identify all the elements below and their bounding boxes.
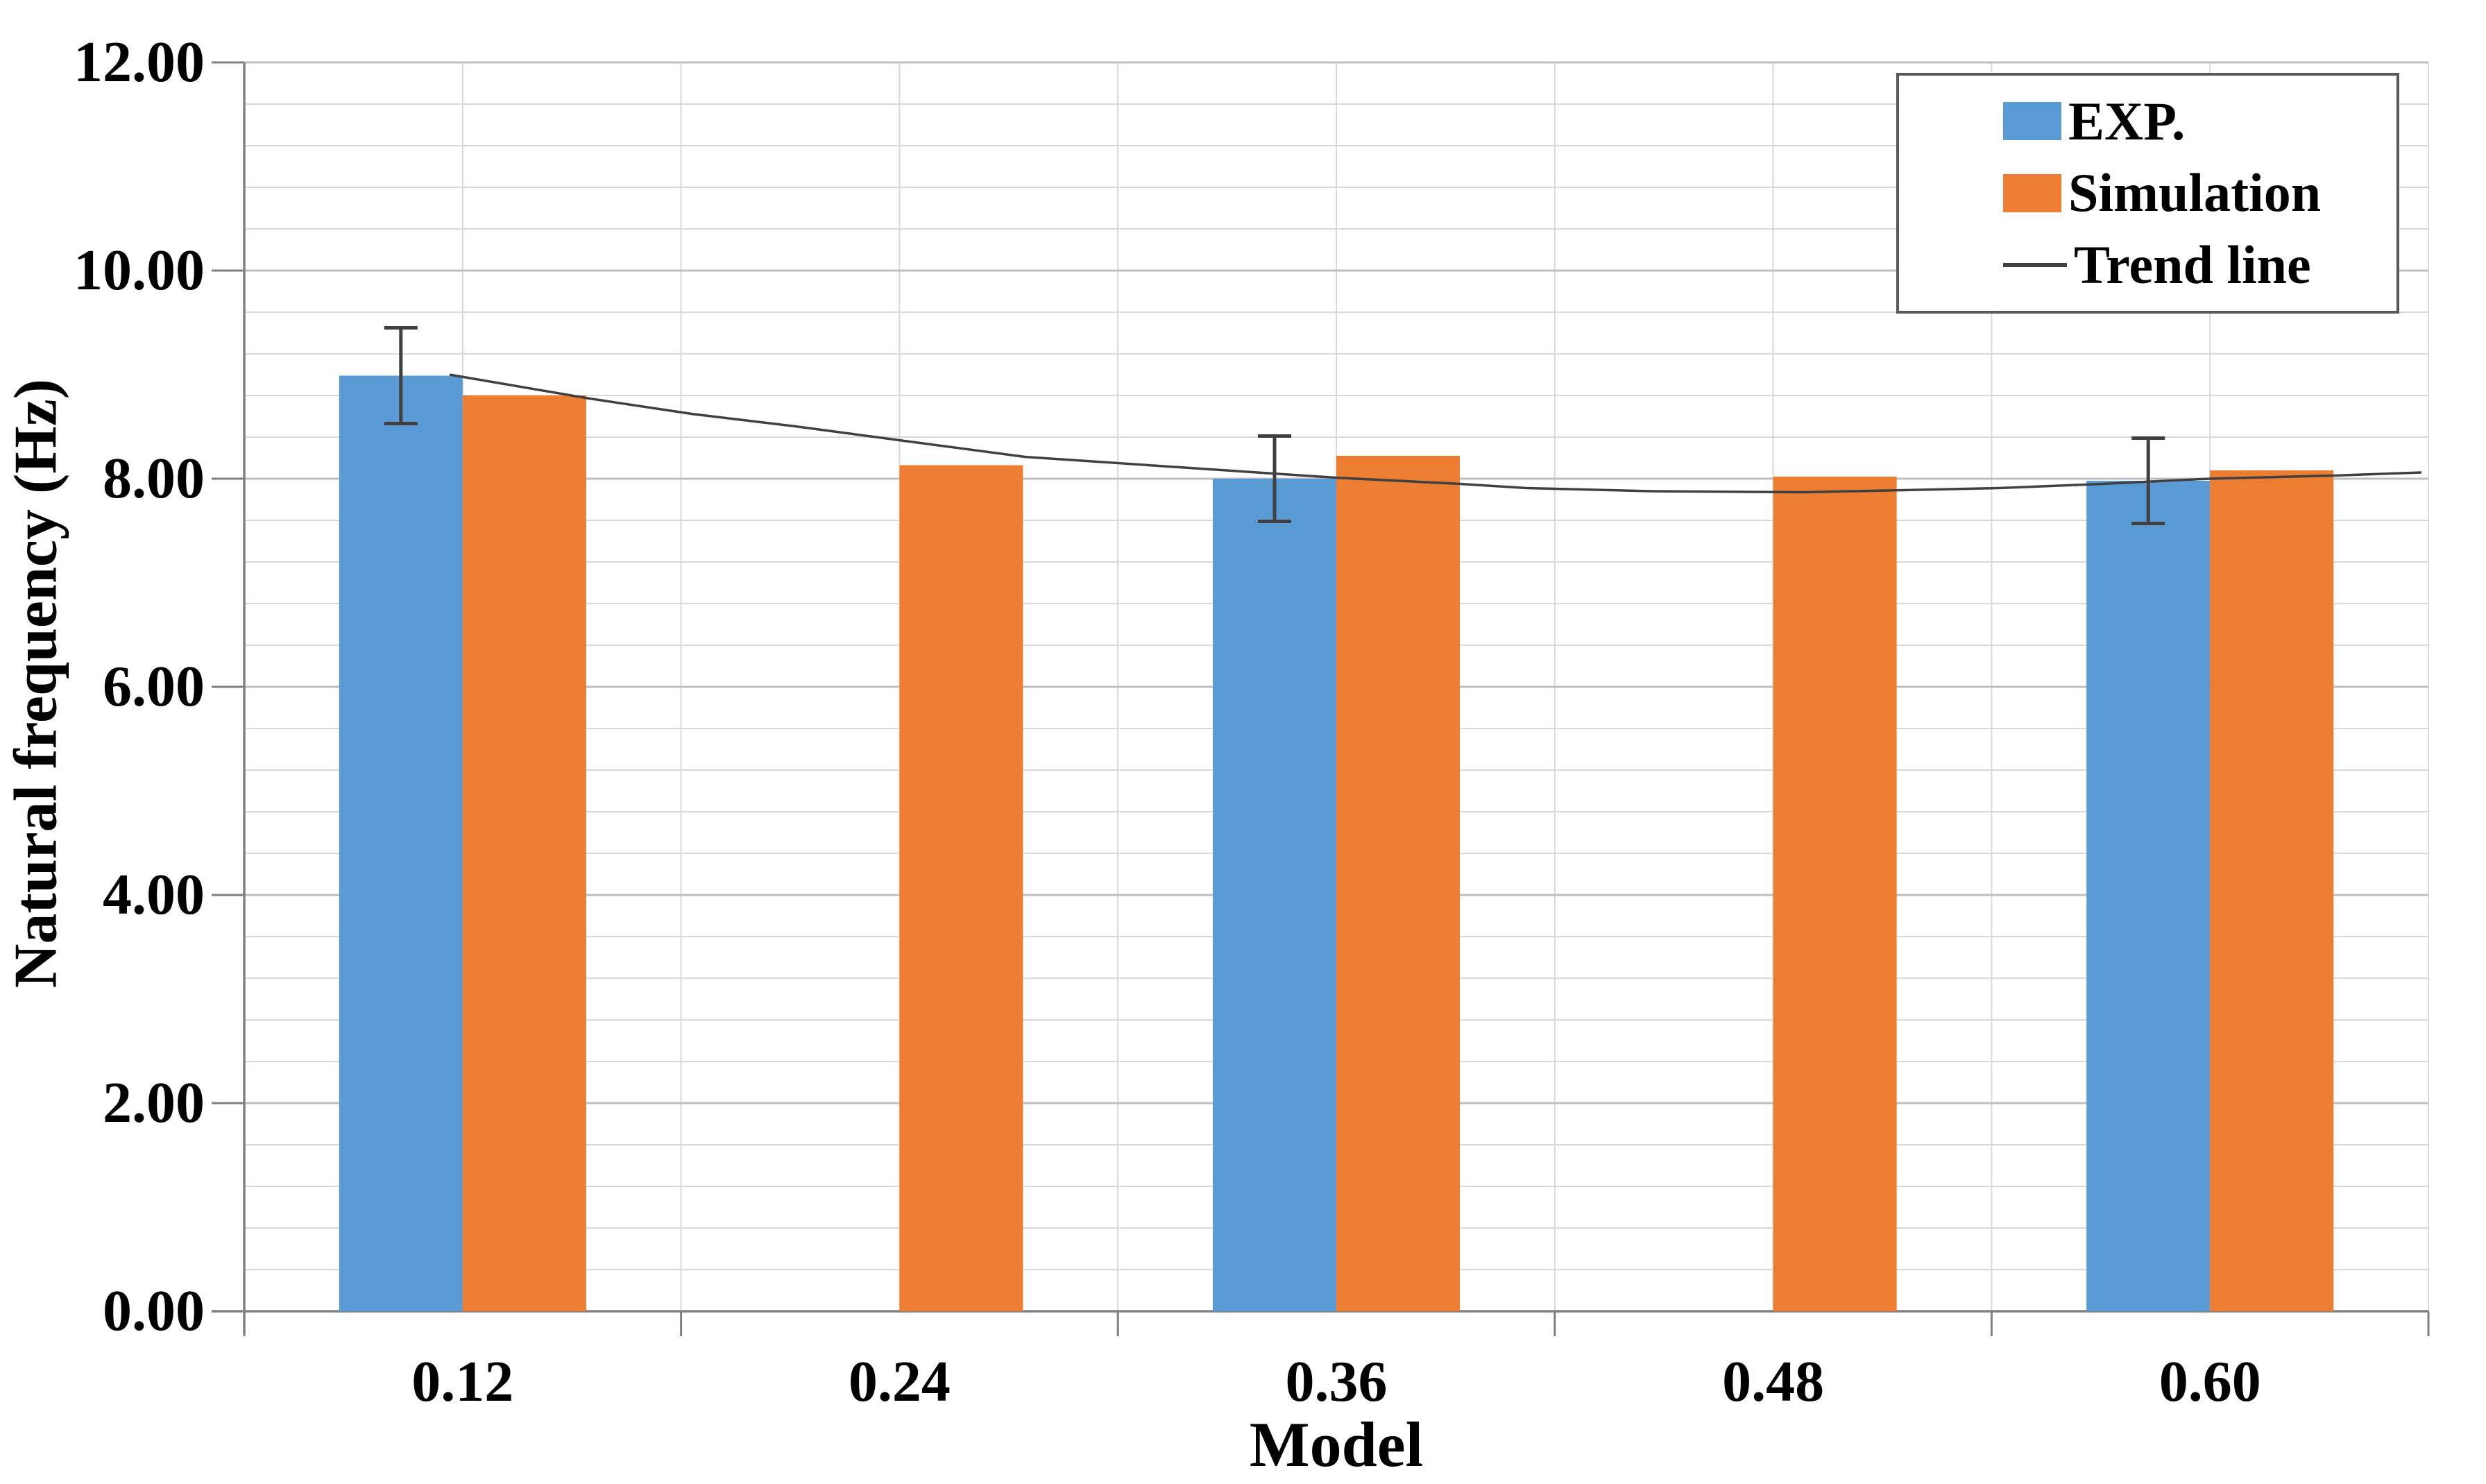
- legend-item-trend-line: Trend line: [2003, 234, 2390, 296]
- y-tick-label-10.00: 10.00: [74, 238, 205, 302]
- bar-simulation-0.24: [899, 465, 1023, 1311]
- bar-simulation-0.48: [1773, 477, 1897, 1311]
- legend: EXP. Simulation Trend line: [1896, 73, 2399, 314]
- bar-simulation-0.36: [1336, 456, 1460, 1311]
- x-tick-label-0.48: 0.48: [1722, 1349, 1825, 1414]
- legend-label: Simulation: [2068, 162, 2322, 223]
- bar-exp-0.60: [2086, 481, 2211, 1311]
- bar-simulation-0.60: [2210, 470, 2334, 1311]
- bar-exp-0.36: [1213, 479, 1336, 1311]
- x-axis-title: Model: [1249, 1409, 1424, 1480]
- x-tick-label-0.12: 0.12: [411, 1349, 514, 1414]
- legend-line-swatch: [2003, 263, 2067, 268]
- y-tick-label-2.00: 2.00: [103, 1071, 205, 1135]
- legend-label: EXP.: [2068, 90, 2186, 151]
- x-tick-label-0.24: 0.24: [848, 1349, 951, 1414]
- x-tick-label-0.60: 0.60: [2159, 1349, 2261, 1414]
- legend-item-simulation: Simulation: [2003, 162, 2390, 224]
- legend-color-swatch: [2003, 102, 2061, 141]
- y-tick-label-0.00: 0.00: [103, 1279, 205, 1343]
- legend-label: Trend line: [2074, 234, 2311, 296]
- bar-simulation-0.12: [462, 395, 586, 1311]
- bar-exp-0.12: [339, 375, 463, 1311]
- trend-line: [449, 373, 2422, 494]
- y-tick-label-12.00: 12.00: [74, 30, 205, 94]
- legend-color-swatch: [2003, 173, 2061, 212]
- y-tick-label-8.00: 8.00: [103, 446, 205, 511]
- legend-item-exp-: EXP.: [2003, 90, 2390, 153]
- y-tick-label-6.00: 6.00: [103, 654, 205, 719]
- x-tick-label-0.36: 0.36: [1285, 1349, 1388, 1414]
- y-tick-label-4.00: 4.00: [103, 862, 205, 927]
